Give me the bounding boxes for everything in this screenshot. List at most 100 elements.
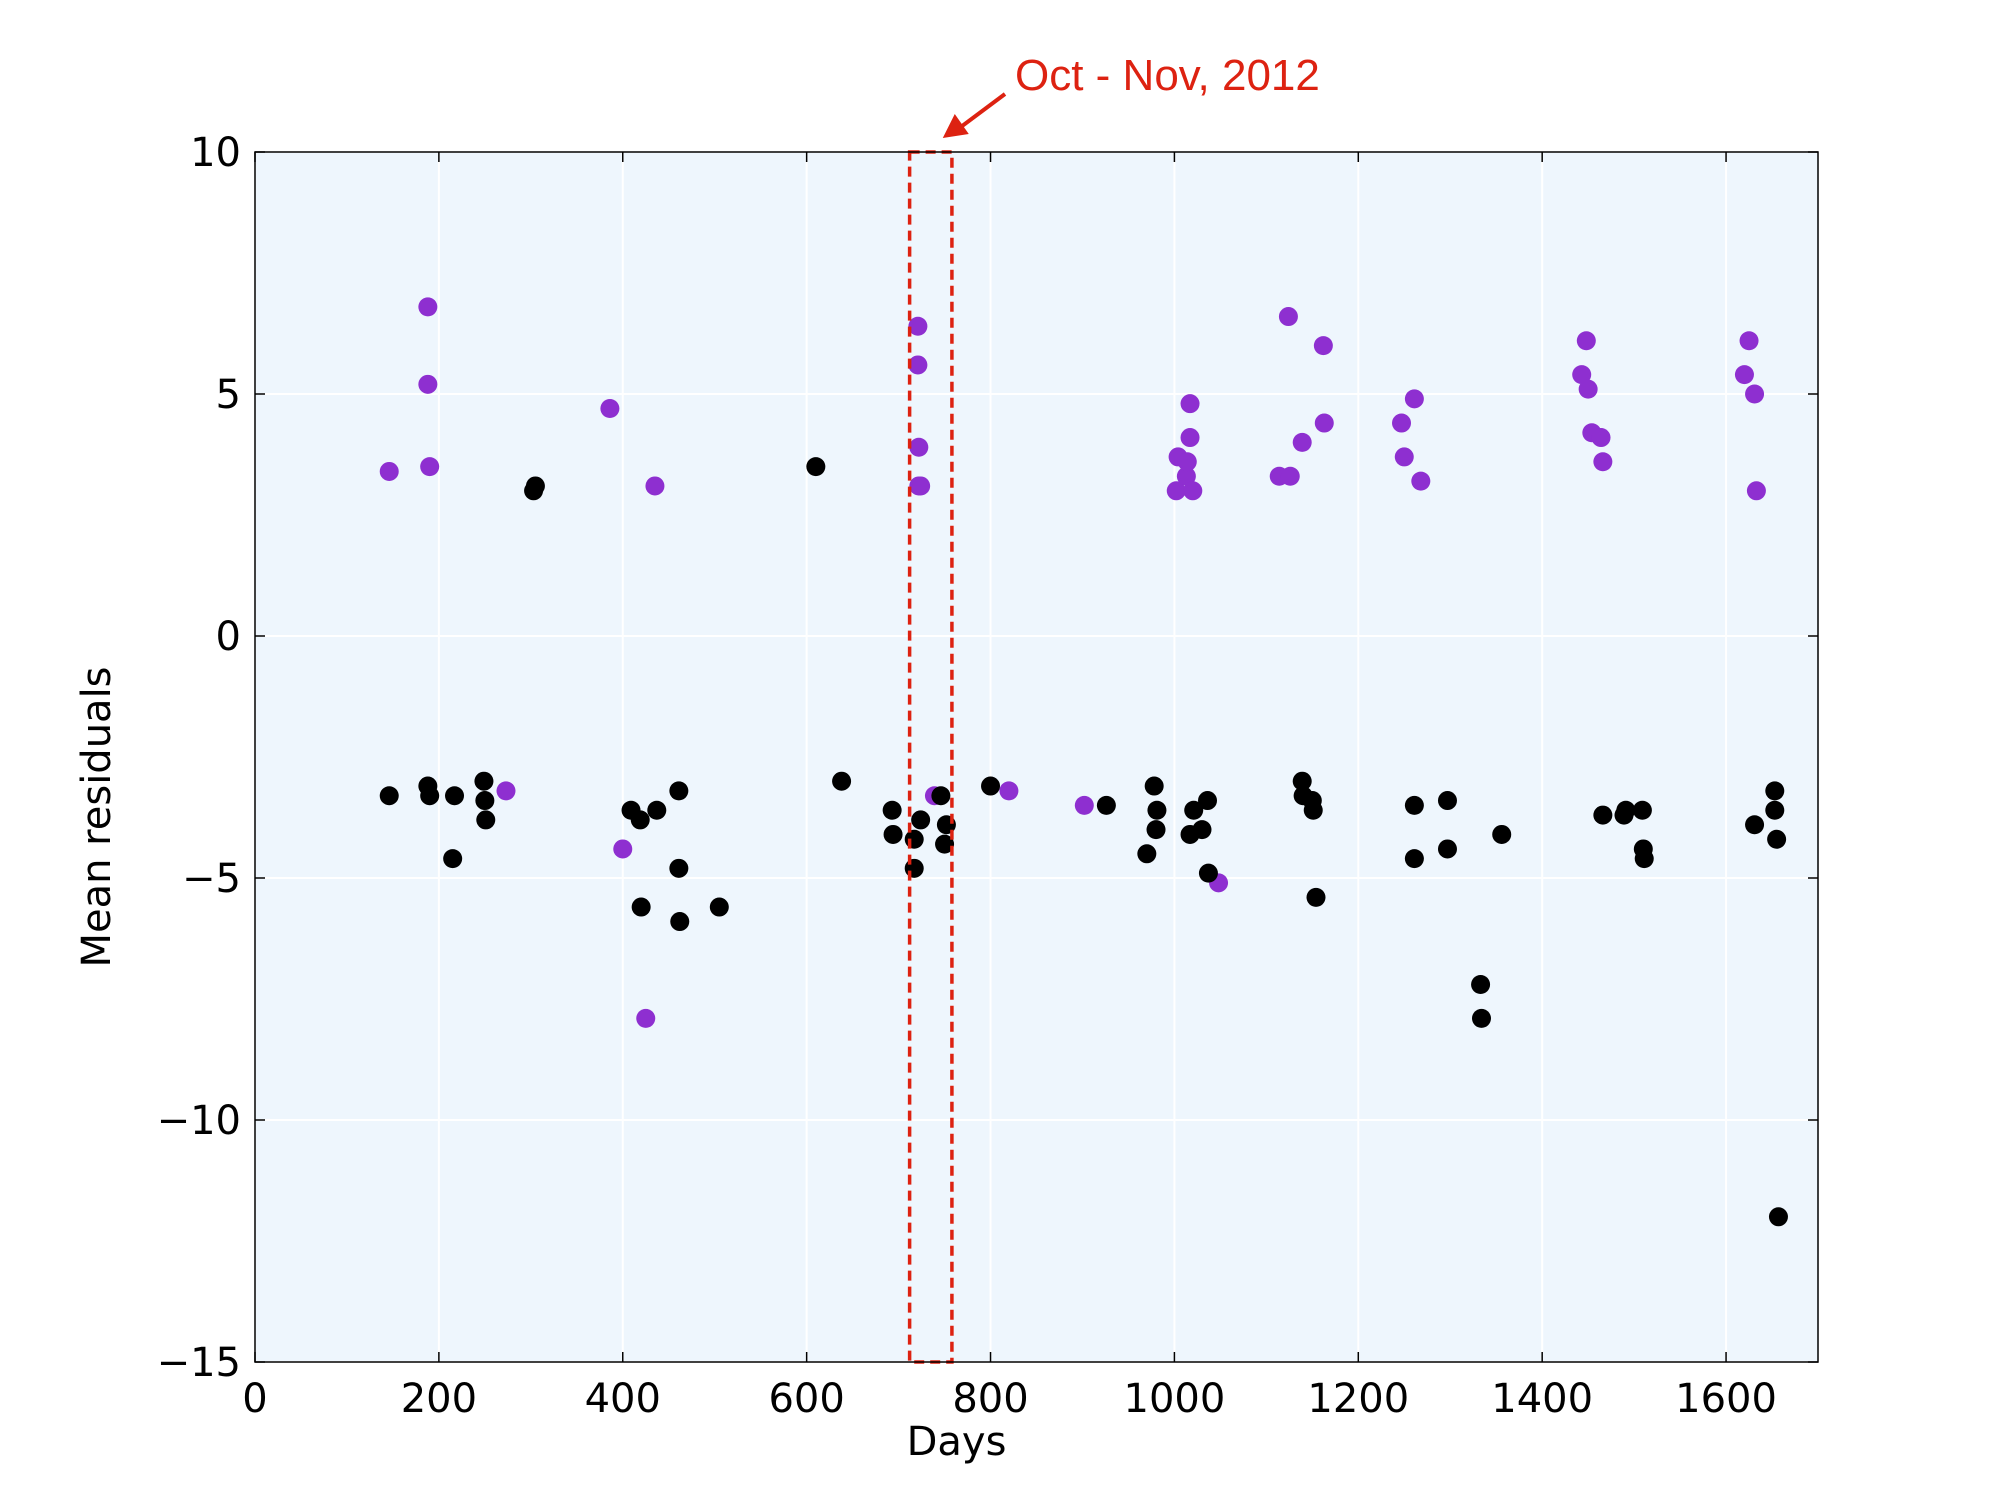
black-point: [904, 858, 924, 878]
black-point: [1765, 781, 1785, 801]
black-point: [1632, 800, 1652, 820]
black-point: [1198, 863, 1218, 883]
x-tick-label: 1400: [1491, 1376, 1593, 1422]
purple-point: [1734, 365, 1754, 385]
purple-point: [908, 316, 928, 336]
black-point: [1437, 791, 1457, 811]
y-tick-label: −10: [157, 1098, 241, 1144]
purple-point: [496, 781, 516, 801]
black-point: [832, 771, 852, 791]
purple-point: [636, 1008, 656, 1028]
black-point: [445, 786, 465, 806]
purple-point: [1591, 428, 1611, 448]
purple-point: [613, 839, 633, 859]
black-point: [1404, 795, 1424, 815]
black-point: [1144, 776, 1164, 796]
black-point: [1404, 849, 1424, 869]
black-point: [1593, 805, 1613, 825]
purple-point: [1593, 452, 1613, 472]
black-point: [1471, 974, 1491, 994]
axes: 0 200 400 600 800 1000 1200 1400 1600 10 5 0 −5 −10 −1…: [157, 130, 1819, 1422]
black-point: [443, 849, 463, 869]
y-axis-title: Mean residuals: [74, 666, 120, 967]
purple-point: [908, 355, 928, 375]
black-point: [911, 810, 931, 830]
purple-point: [911, 476, 931, 496]
black-point: [1184, 800, 1204, 820]
purple-point: [379, 461, 399, 481]
purple-point: [1314, 413, 1334, 433]
purple-point: [1394, 447, 1414, 467]
purple-point: [1404, 389, 1424, 409]
y-tick-label: 5: [216, 372, 241, 418]
x-tick-label: 200: [401, 1376, 477, 1422]
black-point: [1616, 800, 1636, 820]
purple-point: [1746, 481, 1766, 501]
black-point: [1192, 820, 1212, 840]
y-tick-label: 10: [190, 130, 241, 176]
x-tick-label: 0: [242, 1376, 267, 1422]
y-tick-label: 0: [216, 614, 241, 660]
purple-point: [1280, 466, 1300, 486]
black-point: [1306, 887, 1326, 907]
purple-point: [418, 297, 438, 317]
black-point: [474, 771, 494, 791]
purple-point: [1177, 452, 1197, 472]
purple-point: [1183, 481, 1203, 501]
purple-point: [1278, 307, 1298, 327]
purple-point: [1576, 331, 1596, 351]
black-point: [1767, 829, 1787, 849]
black-point: [709, 897, 729, 917]
black-point: [1437, 839, 1457, 859]
purple-point: [999, 781, 1019, 801]
purple-point: [418, 374, 438, 394]
black-point: [806, 457, 826, 477]
black-point: [882, 800, 902, 820]
black-point: [931, 786, 951, 806]
black-point: [379, 786, 399, 806]
black-point: [631, 897, 651, 917]
purple-point: [1180, 428, 1200, 448]
purple-point: [1745, 384, 1765, 404]
x-tick-label: 800: [952, 1376, 1028, 1422]
black-point: [1096, 795, 1116, 815]
x-tick-label: 1000: [1124, 1376, 1226, 1422]
black-point: [1146, 820, 1166, 840]
black-point: [630, 810, 650, 830]
purple-point: [1313, 336, 1333, 356]
black-point: [647, 800, 667, 820]
black-point: [669, 781, 689, 801]
y-tick-label: −15: [157, 1340, 241, 1386]
data-points: [379, 297, 1788, 1227]
black-point: [476, 810, 496, 830]
black-point: [1198, 791, 1218, 811]
purple-point: [600, 399, 620, 419]
purple-point: [1176, 466, 1196, 486]
x-tick-label: 1200: [1307, 1376, 1409, 1422]
black-point: [1303, 800, 1323, 820]
black-point: [1768, 1207, 1788, 1227]
plot-frame: [254, 151, 1819, 1363]
black-point: [1471, 1008, 1491, 1028]
purple-point: [420, 457, 440, 477]
purple-point: [909, 437, 929, 457]
purple-point: [1411, 471, 1431, 491]
black-point: [981, 776, 1001, 796]
annotation-label: Oct - Nov, 2012: [1015, 51, 1320, 100]
purple-point: [1166, 481, 1186, 501]
purple-point: [1572, 365, 1592, 385]
black-point: [1634, 849, 1654, 869]
black-point: [904, 829, 924, 849]
purple-point: [1578, 379, 1598, 399]
x-tick-label: 1600: [1675, 1376, 1777, 1422]
black-point: [1147, 800, 1167, 820]
purple-point: [1739, 331, 1759, 351]
annotation-arrow-line: [955, 92, 1007, 132]
purple-point: [1074, 795, 1094, 815]
black-point: [669, 858, 689, 878]
black-point: [420, 786, 440, 806]
x-tick-label: 600: [768, 1376, 844, 1422]
black-point: [1492, 824, 1512, 844]
black-point: [1745, 815, 1765, 835]
